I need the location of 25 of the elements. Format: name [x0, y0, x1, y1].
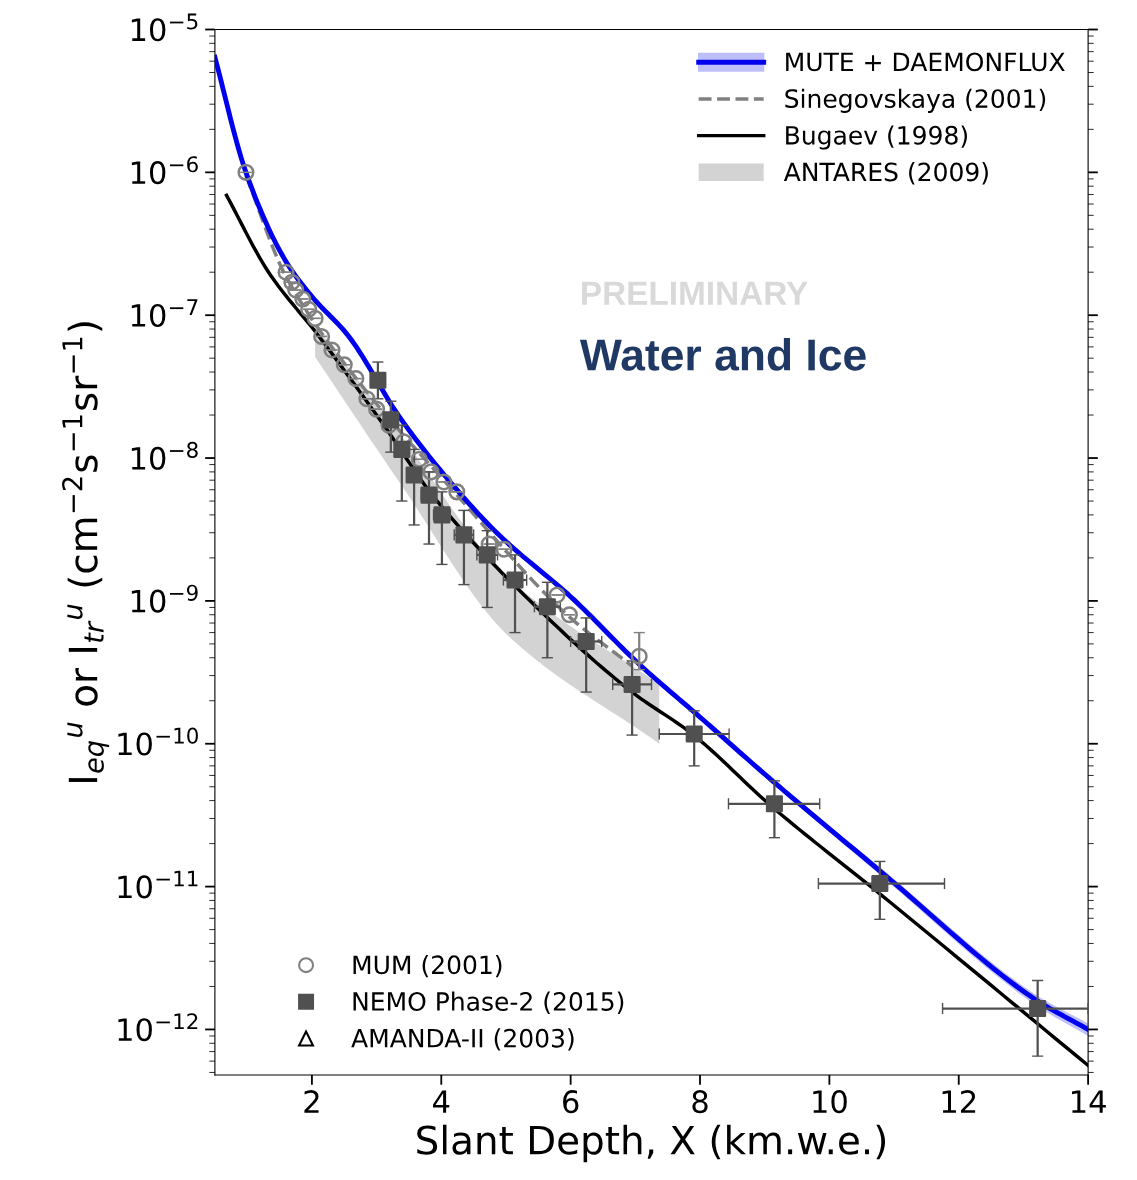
- y-tick-label: 10$^{−9}$: [131, 584, 198, 613]
- y-tick-label: 10$^{−5}$: [131, 13, 198, 42]
- legend-label: AMANDA-II (2003): [351, 1028, 574, 1051]
- y-tick-label: 10$^{−11}$: [118, 870, 198, 899]
- y-tick-label: 10$^{−12}$: [118, 1013, 198, 1042]
- x-axis-title: Slant Depth, X (km.w.e.): [417, 1124, 886, 1163]
- legend-label: MUTE + DAEMONFLUX: [786, 52, 1065, 72]
- x-tick-label: 6: [563, 1090, 579, 1114]
- x-tick-label: 14: [1072, 1090, 1106, 1113]
- legend-label: Bugaev (1998): [786, 125, 967, 150]
- x-tick-label: 2: [304, 1090, 319, 1113]
- annotation: Water and Ice: [579, 338, 866, 371]
- legend-label: NEMO Phase-2 (2015): [353, 991, 624, 1014]
- y-tick-label: 10$^{−6}$: [131, 156, 198, 185]
- legend-label: MUM (2001): [353, 954, 502, 978]
- x-tick-label: 12: [942, 1090, 976, 1113]
- y-tick-label: 10$^{−10}$: [118, 727, 198, 756]
- text: I$_{eq}$$^{u}$ or I$_{tr}$$^{u}$ (cm$^{−2}$s$^{−1}$sr$^{−1}$): [62, 322, 110, 782]
- y-tick-label: 10$^{−7}$: [131, 299, 198, 328]
- legend-label: Sinegovskaya (2001): [785, 88, 1046, 113]
- x-tick-label: 4: [433, 1090, 450, 1113]
- y-tick-label: 10$^{−8}$: [131, 441, 198, 470]
- legend-label: ANTARES (2009): [783, 162, 988, 185]
- x-tick-label: 8: [692, 1090, 708, 1114]
- x-tick-label: 10: [813, 1090, 847, 1114]
